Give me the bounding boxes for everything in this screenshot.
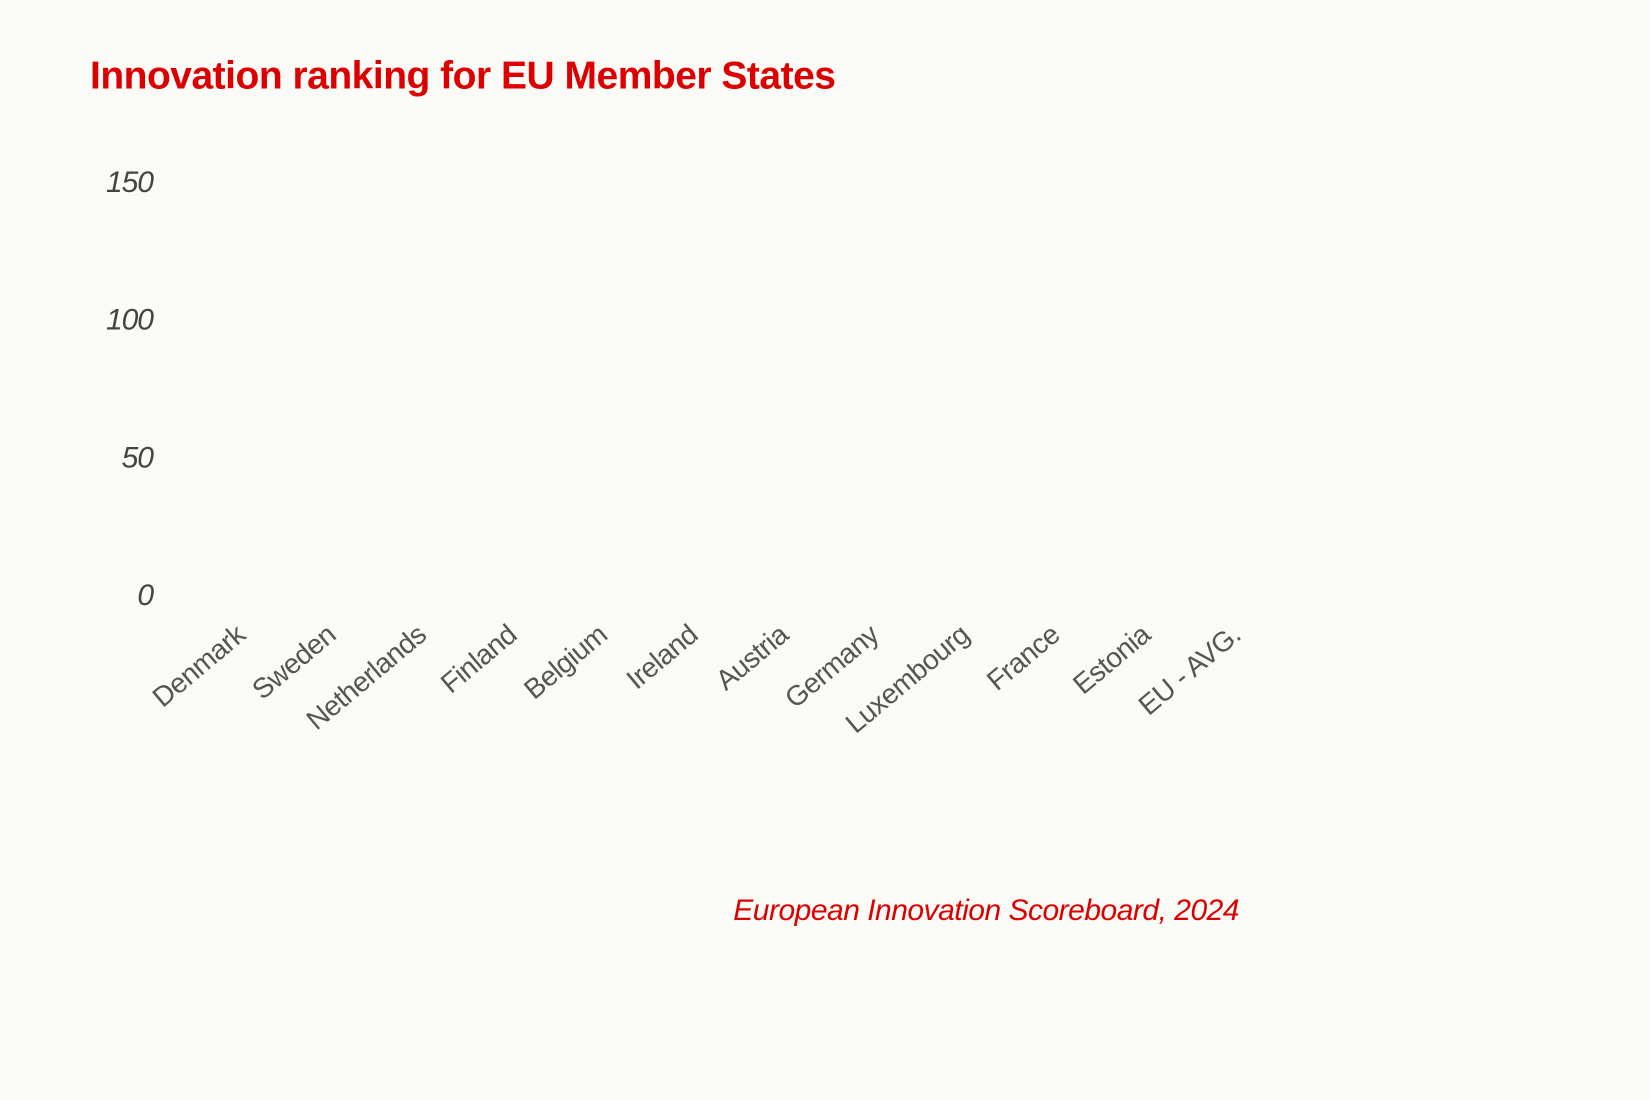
y-tick-label: 50 bbox=[122, 441, 155, 474]
x-tick-label: Austria bbox=[710, 618, 795, 696]
y-tick-label: 150 bbox=[106, 166, 154, 199]
x-tick-label: Ireland bbox=[621, 619, 704, 696]
x-tick-label: Finland bbox=[435, 619, 523, 700]
source-note: European Innovation Scoreboard, 2024 bbox=[733, 894, 1239, 927]
x-tick-label: Denmark bbox=[147, 618, 252, 713]
chart-title: Innovation ranking for EU Member States bbox=[90, 54, 835, 97]
y-tick-label: 100 bbox=[106, 304, 154, 337]
x-tick-label: EU - AVG. bbox=[1133, 619, 1247, 722]
y-tick-label: 0 bbox=[137, 579, 154, 612]
x-tick-label: France bbox=[981, 619, 1065, 697]
x-tick-label: Belgium bbox=[518, 619, 613, 706]
